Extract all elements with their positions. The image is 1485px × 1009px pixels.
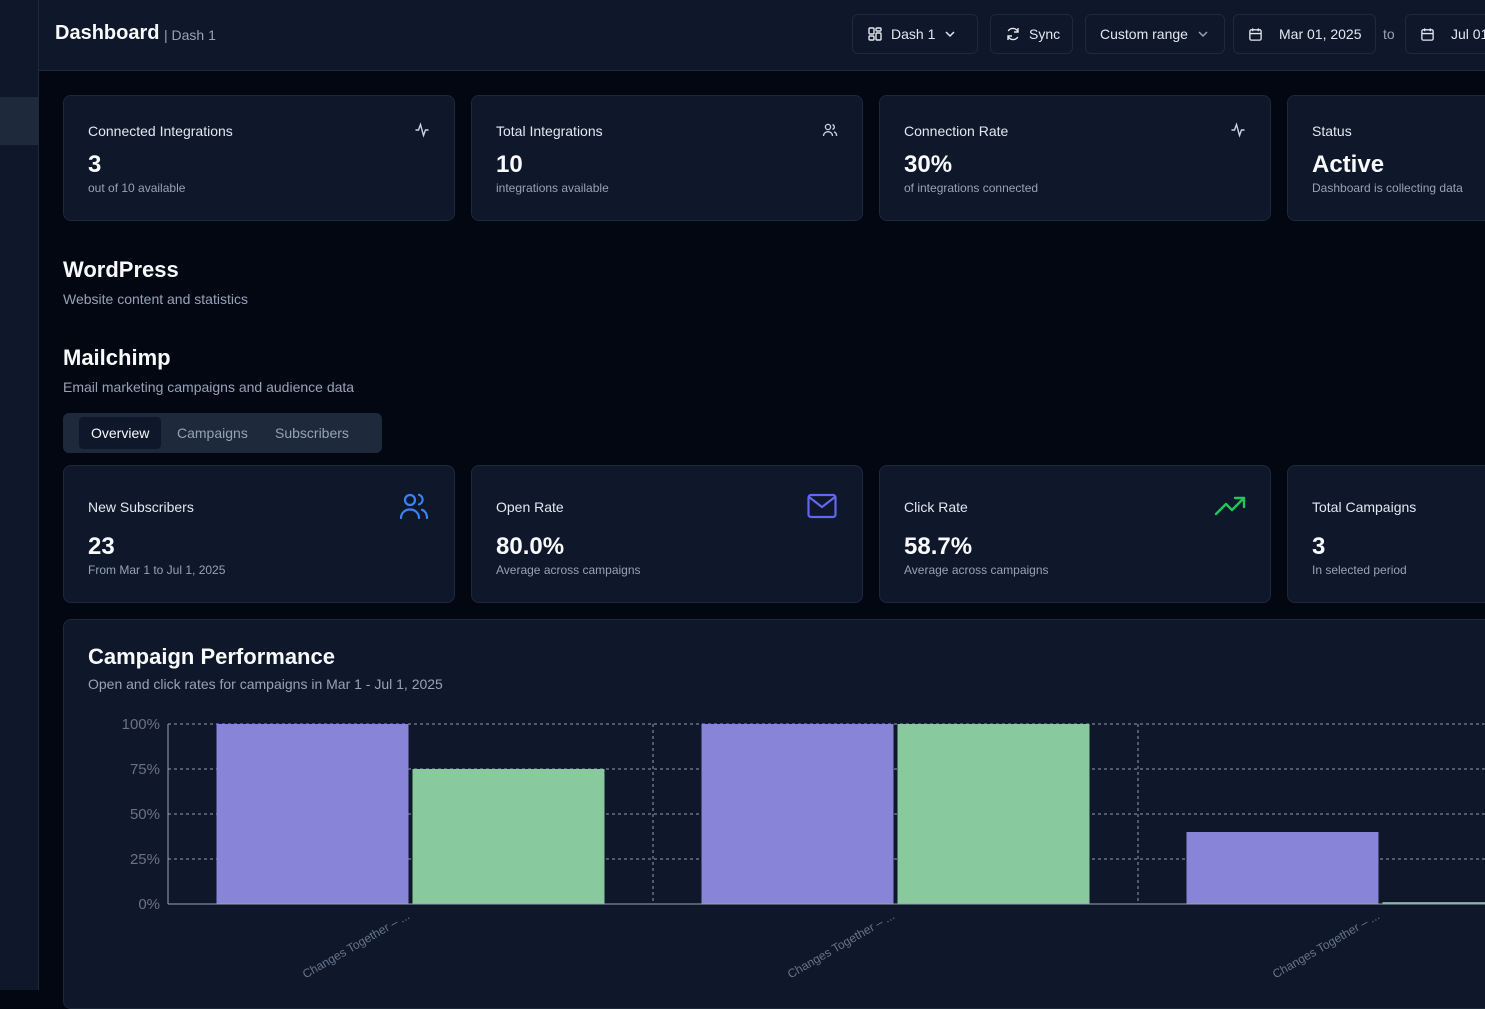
page-subtitle: | Dash 1 xyxy=(164,27,216,43)
activity-icon xyxy=(414,122,430,138)
card-subtext: integrations available xyxy=(496,181,609,195)
card-title: New Subscribers xyxy=(88,499,194,515)
card-title: Status xyxy=(1312,123,1352,139)
trending-up-icon xyxy=(1214,490,1246,522)
date-from-value: Mar 01, 2025 xyxy=(1279,26,1362,42)
page-title: Dashboard xyxy=(55,22,159,45)
card-value: 80.0% xyxy=(496,533,564,561)
summary-card-total: Total Integrations 10 integrations avail… xyxy=(471,95,863,221)
mailchimp-card-click-rate: Click Rate 58.7% Average across campaign… xyxy=(879,465,1271,603)
x-tick-label: Changes Together – ... xyxy=(1270,908,1382,981)
range-label: Custom range xyxy=(1100,26,1188,42)
tab-campaigns[interactable]: Campaigns xyxy=(165,417,260,449)
card-title: Open Rate xyxy=(496,499,564,515)
dash-selector-button[interactable]: Dash 1 xyxy=(852,14,978,54)
date-to-value: Jul 01, 2025 xyxy=(1451,26,1485,42)
y-tick-label: 50% xyxy=(130,806,160,823)
card-title: Connection Rate xyxy=(904,123,1008,139)
users-icon xyxy=(398,490,430,522)
mailchimp-card-total-campaigns: Total Campaigns 3 In selected period xyxy=(1287,465,1485,603)
campaign-performance-chart: 0% 25% 50% 75% 100% Changes Together – ... Cha… xyxy=(64,620,1485,1009)
card-subtext: Average across campaigns xyxy=(496,563,641,577)
date-from-picker[interactable]: Mar 01, 2025 xyxy=(1233,14,1376,54)
card-subtext: Average across campaigns xyxy=(904,563,1049,577)
card-subtext: In selected period xyxy=(1312,563,1407,577)
card-subtext: of integrations connected xyxy=(904,181,1038,195)
mailchimp-subtitle: Email marketing campaigns and audience d… xyxy=(63,379,354,395)
date-to-separator: to xyxy=(1383,26,1395,42)
bar xyxy=(217,724,409,904)
summary-card-rate: Connection Rate 30% of integrations conn… xyxy=(879,95,1271,221)
sync-label: Sync xyxy=(1029,26,1060,42)
activity-icon xyxy=(1230,122,1246,138)
card-value: 23 xyxy=(88,533,115,561)
card-subtext: out of 10 available xyxy=(88,181,185,195)
bar xyxy=(413,769,605,904)
card-title: Connected Integrations xyxy=(88,123,233,139)
card-value: 58.7% xyxy=(904,533,972,561)
y-tick-label: 75% xyxy=(130,761,160,778)
chevron-down-icon xyxy=(943,27,957,41)
card-value: 10 xyxy=(496,151,523,179)
bar xyxy=(898,724,1090,904)
bar xyxy=(1187,832,1379,904)
summary-card-status: Status Active Dashboard is collecting da… xyxy=(1287,95,1485,221)
layout-grid-icon xyxy=(867,26,883,42)
card-value: Active xyxy=(1312,151,1384,179)
sync-button[interactable]: Sync xyxy=(990,14,1073,54)
sidebar-item-active[interactable] xyxy=(0,97,38,145)
top-header: Dashboard | Dash 1 Dash 1 Sync Custom ra… xyxy=(39,0,1485,71)
y-tick-label: 100% xyxy=(122,716,160,733)
tab-subscribers[interactable]: Subscribers xyxy=(263,417,361,449)
tab-overview[interactable]: Overview xyxy=(79,417,161,449)
campaign-performance-card: Campaign Performance Open and click rate… xyxy=(63,619,1485,1009)
summary-card-connected: Connected Integrations 3 out of 10 avail… xyxy=(63,95,455,221)
mailchimp-tabs: Overview Campaigns Subscribers xyxy=(63,413,382,453)
wordpress-subtitle: Website content and statistics xyxy=(63,291,248,307)
x-tick-label: Changes Together – ... xyxy=(300,908,412,981)
range-select[interactable]: Custom range xyxy=(1085,14,1225,54)
sidebar xyxy=(0,0,39,990)
users-icon xyxy=(822,122,838,138)
card-value: 3 xyxy=(88,151,101,179)
card-title: Total Campaigns xyxy=(1312,499,1416,515)
x-tick-label: Changes Together – ... xyxy=(785,908,897,981)
card-value: 3 xyxy=(1312,533,1325,561)
card-subtext: Dashboard is collecting data xyxy=(1312,181,1463,195)
card-subtext: From Mar 1 to Jul 1, 2025 xyxy=(88,563,225,577)
calendar-icon xyxy=(1248,27,1263,42)
y-tick-label: 0% xyxy=(138,896,160,913)
y-tick-label: 25% xyxy=(130,851,160,868)
wordpress-title: WordPress xyxy=(63,257,179,283)
date-to-picker[interactable]: Jul 01, 2025 xyxy=(1405,14,1485,54)
refresh-icon xyxy=(1005,26,1021,42)
bar xyxy=(702,724,894,904)
dash-selector-label: Dash 1 xyxy=(891,26,935,42)
card-title: Click Rate xyxy=(904,499,968,515)
chevron-down-icon xyxy=(1196,27,1210,41)
card-title: Total Integrations xyxy=(496,123,603,139)
mailchimp-card-open-rate: Open Rate 80.0% Average across campaigns xyxy=(471,465,863,603)
mailchimp-card-subscribers: New Subscribers 23 From Mar 1 to Jul 1, … xyxy=(63,465,455,603)
calendar-icon xyxy=(1420,27,1435,42)
mail-icon xyxy=(806,490,838,522)
mailchimp-title: Mailchimp xyxy=(63,345,171,371)
card-value: 30% xyxy=(904,151,952,179)
